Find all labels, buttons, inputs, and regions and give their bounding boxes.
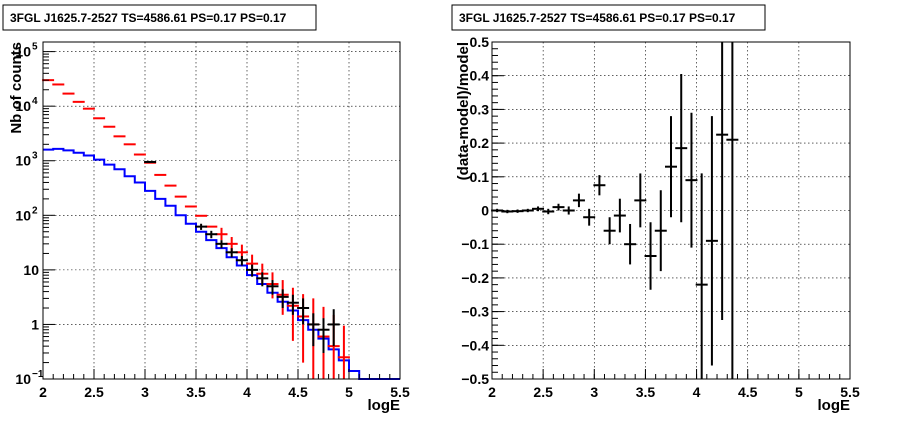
residual-point [675,74,688,223]
residual-point [695,173,708,379]
y-tick-label: 10 [15,44,31,60]
data-point [256,272,269,287]
x-tick-label: 2.5 [84,384,104,400]
data-point [215,240,228,249]
y-tick-label: 10 [15,371,31,387]
model-point [215,227,228,241]
residual-point [613,198,626,233]
residuals-title: 3FGL J1625.7-2527 TS=4586.61 PS=0.17 PS=… [459,11,736,25]
residual-point [542,208,555,215]
y-tick-label: 0.5 [470,34,490,50]
residual-point [665,116,677,218]
counts-marks [42,79,400,380]
y-tick-label: −0.4 [461,337,489,353]
data-point [144,160,157,163]
residual-point [644,222,657,290]
y-tick-label: 10 [15,98,31,114]
residuals-grid [492,42,850,379]
x-tick-label: 2 [39,384,47,400]
residual-point [726,42,739,379]
y-tick-label: 0.2 [470,135,490,151]
y-tick-exponent: 2 [32,205,38,216]
x-tick-label: 3.5 [636,384,656,400]
model-point [337,325,350,379]
residual-point [572,193,585,208]
x-tick-label: 5 [795,384,803,400]
residual-point [552,203,565,211]
residual-point [634,173,647,228]
residuals-marks [491,42,739,379]
model-step-line [43,147,400,380]
y-tick-label: 0.4 [470,68,490,84]
y-tick-exponent: 3 [32,151,38,162]
residual-point [511,209,524,213]
x-tick-label: 4 [243,384,251,400]
data-point [205,230,218,239]
data-point [246,264,259,277]
x-tick-label: 4.5 [288,384,308,400]
data-point [286,294,299,315]
data-point [276,289,289,309]
y-tick-label: −0.2 [461,270,489,286]
counts-panel: 3FGL J1625.7-2527 TS=4586.61 PS=0.17 PS=… [2,4,410,414]
x-tick-label: 3 [590,384,598,400]
y-tick-label: −0.3 [461,304,489,320]
y-tick-label: −0.5 [461,371,489,387]
data-point [307,313,320,347]
counts-xlabel: logE [368,397,401,414]
y-tick-label: 1 [31,316,39,332]
residuals-xlabel: logE [818,397,851,414]
data-point [225,248,238,258]
residual-point [716,42,729,321]
data-point [327,309,340,347]
residual-point [685,112,698,248]
y-tick-exponent: −1 [32,369,44,380]
x-tick-label: 2.5 [533,384,553,400]
y-tick-label: 10 [15,207,31,223]
residual-point [562,206,575,215]
y-tick-exponent: 5 [32,42,38,53]
data-point [266,280,279,295]
x-tick-label: 4.5 [738,384,758,400]
counts-title-box: 3FGL J1625.7-2527 TS=4586.61 PS=0.17 PS=… [2,4,317,31]
residuals-ylabel: (data-model)/model [455,42,472,180]
counts-ylabel: Nb of counts [8,42,25,134]
x-tick-label: 3 [141,384,149,400]
residual-point [501,209,514,214]
residuals-panel: 3FGL J1625.7-2527 TS=4586.61 PS=0.17 PS=… [451,4,860,414]
residual-point [583,208,596,226]
y-tick-label: 10 [15,153,31,169]
y-tick-label: 0 [481,203,489,219]
data-point [195,223,208,230]
x-tick-label: 5.5 [840,384,860,400]
y-tick-label: 0.1 [470,169,490,185]
counts-frame [42,41,401,380]
x-tick-label: 3.5 [186,384,206,400]
x-tick-label: 5.5 [390,384,410,400]
y-tick-label: 10 [23,262,39,278]
y-tick-label: 0.3 [470,101,490,117]
data-point [235,255,248,266]
residual-point [521,208,534,213]
residuals-ticks: 2 2.5 3 3.5 4 4.5 5 5.5 −0.5 −0.4 −0.3 −0.2 −0.1 0 0.1… [461,34,860,400]
data-point [297,298,310,325]
residual-point [603,217,616,245]
residual-point [654,190,667,272]
y-tick-exponent: 4 [32,96,38,107]
counts-title: 3FGL J1625.7-2527 TS=4586.61 PS=0.17 PS=… [10,11,287,25]
residual-point [705,116,718,366]
y-tick-label: −0.1 [461,236,489,252]
x-tick-label: 4 [693,384,701,400]
residual-point [624,223,637,265]
data-point [317,318,330,353]
x-tick-label: 5 [345,384,353,400]
residuals-title-box: 3FGL J1625.7-2527 TS=4586.61 PS=0.17 PS=… [451,4,766,31]
x-tick-label: 2 [488,384,496,400]
residual-point [532,206,545,212]
residual-point [593,175,606,196]
counts-grid [43,42,400,379]
